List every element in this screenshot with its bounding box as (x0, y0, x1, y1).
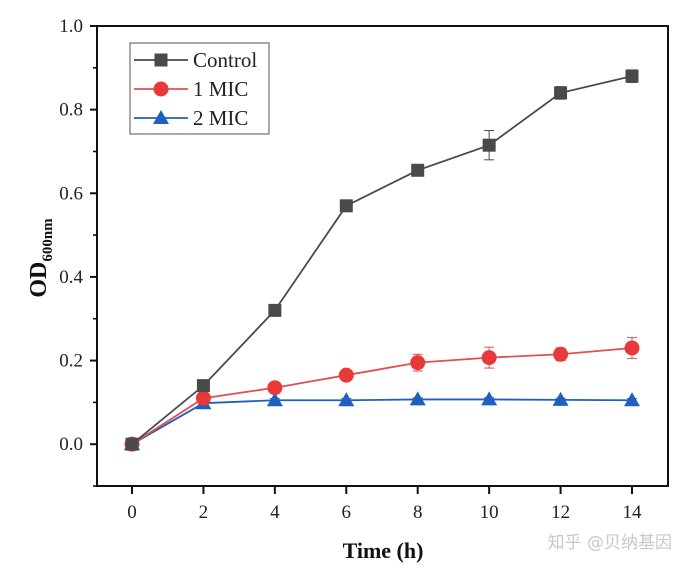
x-tick-label: 0 (127, 502, 137, 523)
series-line (131, 75, 633, 445)
x-tick-label: 8 (413, 502, 423, 523)
legend-label: Control (193, 48, 257, 72)
y-tick-label: 0.6 (59, 183, 83, 204)
legend-label: 1 MIC (193, 77, 248, 101)
data-point (125, 437, 139, 451)
data-point (482, 138, 496, 152)
x-tick-label: 14 (623, 502, 643, 523)
y-tick-label: 1.0 (59, 16, 83, 37)
data-point (554, 86, 568, 100)
x-tick-label: 2 (199, 502, 209, 523)
data-point (196, 379, 210, 393)
y-tick-label: 0.0 (59, 434, 83, 455)
series-line (131, 347, 633, 445)
legend-marker (153, 81, 169, 97)
plot-frame (96, 25, 669, 487)
data-point (268, 303, 282, 317)
legend-marker (154, 53, 168, 67)
y-axis-title-subscript: 600nm (40, 218, 56, 262)
data-point (481, 391, 498, 406)
data-point (195, 390, 211, 406)
series-1-mic (124, 337, 640, 452)
data-point (338, 367, 354, 383)
data-point (411, 163, 425, 177)
series-control (125, 69, 639, 451)
y-tick-label: 0.8 (59, 100, 83, 121)
data-point (410, 355, 426, 371)
data-point (339, 199, 353, 213)
y-tick-label: 0.4 (59, 267, 83, 288)
x-tick-label: 6 (342, 502, 352, 523)
data-point (409, 391, 426, 406)
legend-marker (153, 110, 169, 124)
data-point (266, 392, 283, 407)
y-axis-title-main: OD (26, 262, 52, 298)
series-line (131, 398, 633, 445)
data-point (552, 391, 569, 406)
legend-label: 2 MIC (193, 106, 248, 130)
watermark: 知乎 @贝纳基因 (548, 533, 672, 553)
data-point (624, 392, 640, 407)
data-point (481, 350, 497, 366)
data-point (338, 392, 355, 407)
x-tick-label: 12 (551, 502, 570, 523)
data-point (625, 69, 639, 83)
y-tick-label: 0.2 (59, 351, 83, 372)
legend: Control 1 MIC 2 MIC (129, 42, 270, 135)
x-tick-label: 10 (480, 502, 499, 523)
x-tick-label: 4 (270, 502, 280, 523)
data-point (267, 380, 283, 396)
y-axis-title: OD600nm (26, 218, 56, 298)
data-point (624, 340, 640, 356)
data-point (553, 346, 569, 362)
x-axis-title: Time (h) (343, 538, 424, 563)
